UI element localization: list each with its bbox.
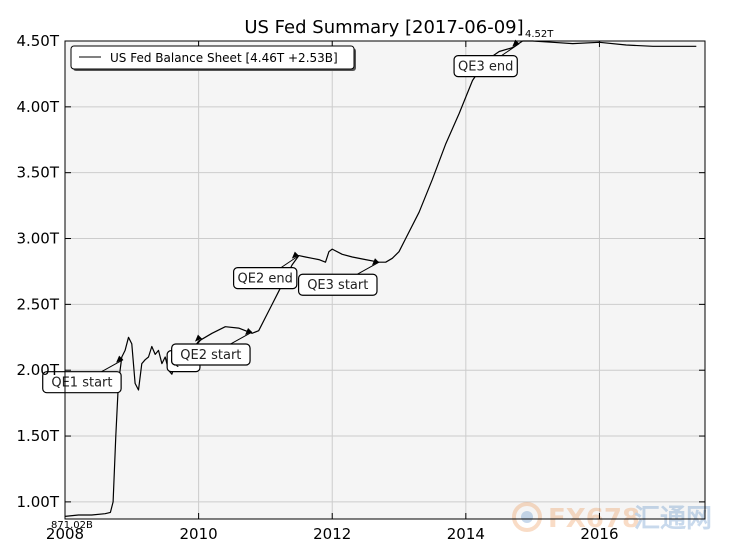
annotation-arrowhead bbox=[116, 355, 124, 363]
annotation-label: QE2 start bbox=[180, 348, 241, 363]
annotation-box bbox=[453, 55, 518, 78]
annotation-label: QE1 start bbox=[51, 376, 112, 391]
annotation-arrow bbox=[501, 43, 520, 57]
x-tick-label: 2014 bbox=[447, 525, 485, 543]
annotation-arrowhead bbox=[371, 258, 379, 266]
annotation-arrowhead bbox=[512, 39, 520, 47]
y-tick-label: 2.00T bbox=[16, 361, 59, 379]
annotation-box bbox=[171, 343, 251, 366]
x-tick-label: 2016 bbox=[580, 525, 618, 543]
y-tick-label: 4.00T bbox=[16, 98, 59, 116]
x-tick-label: 2012 bbox=[313, 525, 351, 543]
annotation-label: QE3 end bbox=[458, 60, 513, 75]
annotation-box bbox=[297, 273, 378, 296]
axis-ticks: 2008 2010 2012 2014 2016 1.00T 1.50T 2.00T 2.50T… bbox=[16, 32, 705, 543]
annotation-label: QE2 end bbox=[238, 272, 293, 287]
annotation-label: QE3 start bbox=[307, 278, 368, 293]
annotation-arrowhead bbox=[245, 328, 253, 336]
y-tick-label: 3.00T bbox=[16, 230, 59, 248]
y-tick-label: 1.00T bbox=[16, 493, 59, 511]
y-tick-label: 4.50T bbox=[16, 32, 59, 50]
annotation-arrow bbox=[230, 331, 253, 345]
annotation-arrow bbox=[101, 359, 124, 373]
annotation-arrow bbox=[280, 255, 300, 269]
annotation-arrowhead bbox=[194, 334, 202, 342]
y-tick-label: 1.50T bbox=[16, 427, 59, 445]
legend: US Fed Balance Sheet [4.46T +2.53B] bbox=[70, 45, 356, 71]
plot-area bbox=[65, 41, 705, 519]
annotation-arrow bbox=[357, 261, 380, 275]
annotation-box bbox=[233, 267, 298, 290]
annotation-box bbox=[42, 371, 122, 394]
legend-label: US Fed Balance Sheet [4.46T +2.53B] bbox=[110, 51, 338, 65]
annotation-arrowhead bbox=[291, 251, 299, 259]
min-value-label: 871.02B bbox=[51, 520, 93, 531]
x-tick-label: 2010 bbox=[180, 525, 218, 543]
x-tick-label: 2008 bbox=[46, 525, 84, 543]
plot-frame bbox=[64, 40, 706, 520]
y-tick-label: 2.50T bbox=[16, 295, 59, 313]
max-value-label: 4.52T bbox=[525, 29, 554, 40]
y-tick-label: 3.50T bbox=[16, 164, 59, 182]
chart-title: US Fed Summary [2017-06-09] bbox=[244, 17, 523, 38]
fx678-logo-icon bbox=[512, 502, 542, 532]
